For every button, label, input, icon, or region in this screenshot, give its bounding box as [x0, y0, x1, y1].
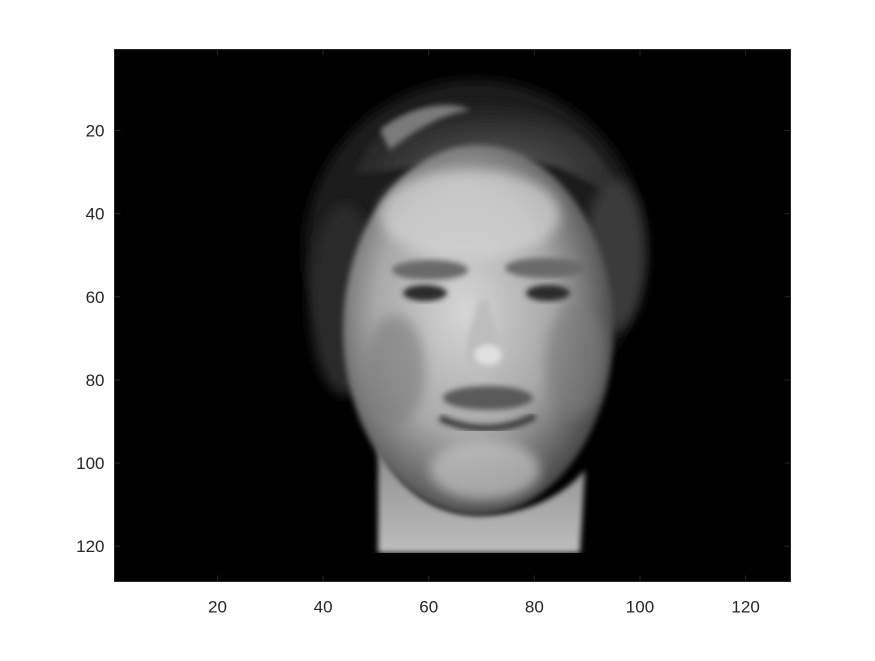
x-tick-label: 80	[525, 598, 544, 617]
y-tick-label: 100	[76, 454, 104, 473]
y-tick-label: 120	[76, 537, 104, 556]
x-tick-label: 60	[419, 598, 438, 617]
y-tick-label: 60	[86, 288, 105, 307]
y-tick-label: 40	[86, 205, 105, 224]
y-tick-label: 80	[86, 371, 105, 390]
x-tick-label: 40	[314, 598, 333, 617]
x-tick-label: 120	[731, 598, 759, 617]
x-tick-label: 100	[626, 598, 654, 617]
x-tick-label: 20	[208, 598, 227, 617]
y-tick-label: 20	[86, 122, 105, 141]
